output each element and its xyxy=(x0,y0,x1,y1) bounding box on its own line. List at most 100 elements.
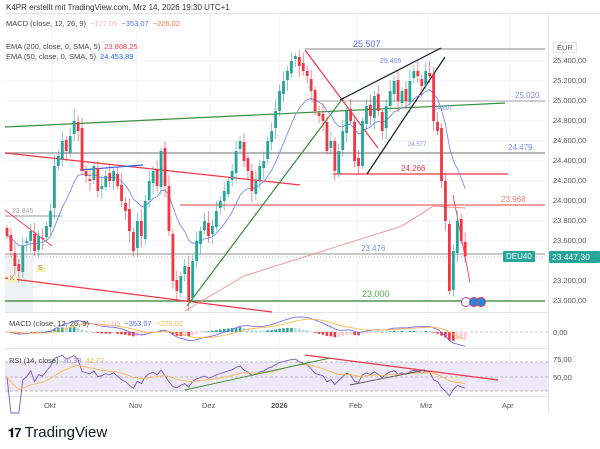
time-axis-label: Nov xyxy=(129,401,143,410)
macd-hist-bar xyxy=(463,332,467,339)
ema200-line xyxy=(184,205,466,312)
candle-body xyxy=(448,224,451,291)
blue-trendline-short xyxy=(79,164,144,171)
macd-hist-bar xyxy=(424,331,427,332)
macd-legend-label: MACD (close, 12, 26, 9) xyxy=(6,19,87,28)
candle-body xyxy=(72,121,76,134)
candle-body xyxy=(112,171,116,181)
macd-legend-top[interactable]: MACD (close, 12, 26, 9) −127,05 −353,07 −22… xyxy=(6,19,184,28)
candle-body xyxy=(309,79,313,91)
level-label-23000: 23.000 xyxy=(362,289,390,299)
candle-body xyxy=(436,122,439,131)
candle-body xyxy=(25,241,29,243)
wedge-lower-line xyxy=(366,56,446,175)
macd-hist-bar xyxy=(333,332,337,338)
rsi-gray-trendline xyxy=(349,369,426,386)
wedge-upper-line xyxy=(339,47,442,101)
candle-body xyxy=(400,91,404,103)
candle-body xyxy=(372,96,376,118)
candle-body xyxy=(80,128,84,171)
macd-hist-bar xyxy=(132,332,135,337)
candle-body xyxy=(463,242,467,257)
marker-k[interactable]: K xyxy=(8,275,17,282)
price-axis-border xyxy=(548,13,549,413)
time-axis-label: Apr xyxy=(502,401,514,410)
time-axis-label: Mrz xyxy=(420,401,433,410)
price-axis-label: 24.600,00 xyxy=(553,136,587,145)
marker-s[interactable]: S xyxy=(36,265,45,272)
macd-hist-bar xyxy=(222,328,226,332)
macd-hist-bar xyxy=(171,332,175,335)
candle-body xyxy=(191,261,195,298)
rsi-75-label: 75,00 xyxy=(553,355,572,364)
candle-body xyxy=(455,221,459,253)
level-label-24479: 24.479 xyxy=(508,143,533,152)
ema200-legend[interactable]: EMA (200, close, 0, SMA, 5) 23.868,25 xyxy=(6,42,142,51)
macd-hist-bar xyxy=(301,329,305,332)
macd-hist-bar xyxy=(108,332,111,334)
macd-hist-bar xyxy=(92,332,96,333)
macd-hist-bar xyxy=(29,331,32,333)
macd-hist-bar xyxy=(226,328,230,332)
rsi-ma-line xyxy=(6,364,466,391)
candle-body xyxy=(120,185,123,201)
pane-separator xyxy=(5,348,548,349)
rsi-red-trendline xyxy=(304,354,499,381)
rsi-label: RSI (14, close) xyxy=(9,356,59,365)
candle-body xyxy=(246,158,250,171)
level-label-25020: 25.020 xyxy=(515,91,540,100)
candle-body xyxy=(203,221,206,230)
rsi-pane-legend[interactable]: RSI (14, close) 36,33 42,77 xyxy=(9,356,108,365)
candle-body xyxy=(388,91,392,106)
macd-hist-bar xyxy=(377,331,380,333)
macd-hist-bar xyxy=(33,332,36,333)
candle-body xyxy=(128,209,131,231)
ema50-legend[interactable]: EMA (50, close, 0, SMA, 5) 24.453,89 xyxy=(6,52,137,61)
candle-body xyxy=(53,166,56,208)
event-icon[interactable] xyxy=(476,297,486,307)
time-axis-label: Okt xyxy=(44,401,56,410)
candle-body xyxy=(412,71,416,78)
price-axis-label: 24.800,00 xyxy=(553,116,587,125)
macd-pane-legend[interactable]: MACD (close, 12, 26, 9) −127,05 −353,07 −22… xyxy=(9,319,187,328)
macd-hist-bar xyxy=(246,328,250,332)
ema200-label: EMA (200, close, 0, SMA, 5) xyxy=(6,42,101,51)
candle-body xyxy=(183,266,187,274)
price-axis-label: 25.400,00 xyxy=(553,56,587,65)
macd-hist-bar xyxy=(191,332,194,336)
macd-hist-bar xyxy=(440,332,443,336)
candle-body xyxy=(459,219,463,241)
price-axis-label: 24.000,00 xyxy=(553,196,587,205)
time-axis-label: Dez xyxy=(202,401,216,410)
candle-body xyxy=(108,173,112,181)
macd-hist-bar xyxy=(266,330,269,332)
macd-hist-bar xyxy=(41,331,44,333)
macd-hist-bar xyxy=(64,327,68,332)
macd-hist-bar xyxy=(254,330,258,332)
rsi-ma-value: 42,77 xyxy=(85,356,105,365)
macd-pane-hist: −127,05 xyxy=(93,319,121,328)
macd-hist-bar xyxy=(187,332,190,337)
macd-hist-bar xyxy=(234,327,238,332)
macd-hist-bar xyxy=(183,332,187,336)
candle-body xyxy=(286,71,289,80)
candle-body xyxy=(266,141,270,159)
candle-body xyxy=(313,90,317,111)
currency-label[interactable]: EUR xyxy=(553,42,577,53)
chart-credit: K4PR erstellt mit TradingView.com, Mrz 1… xyxy=(6,3,230,12)
macd-hist-bar xyxy=(313,332,317,333)
red-trendline-small xyxy=(4,209,53,247)
candle-body xyxy=(290,61,293,73)
macd-signal-line xyxy=(6,318,466,341)
macd-hist-bar xyxy=(76,327,80,332)
macd-hist-bar xyxy=(412,330,416,332)
candle-body xyxy=(321,114,325,121)
candle-body xyxy=(84,171,88,176)
candle-body xyxy=(432,74,435,121)
macd-hist-bar xyxy=(230,328,234,332)
macd-hist-bar xyxy=(380,332,384,333)
macd-hist-bar xyxy=(388,331,392,332)
candle-body xyxy=(41,238,44,239)
candle-body xyxy=(9,235,13,251)
